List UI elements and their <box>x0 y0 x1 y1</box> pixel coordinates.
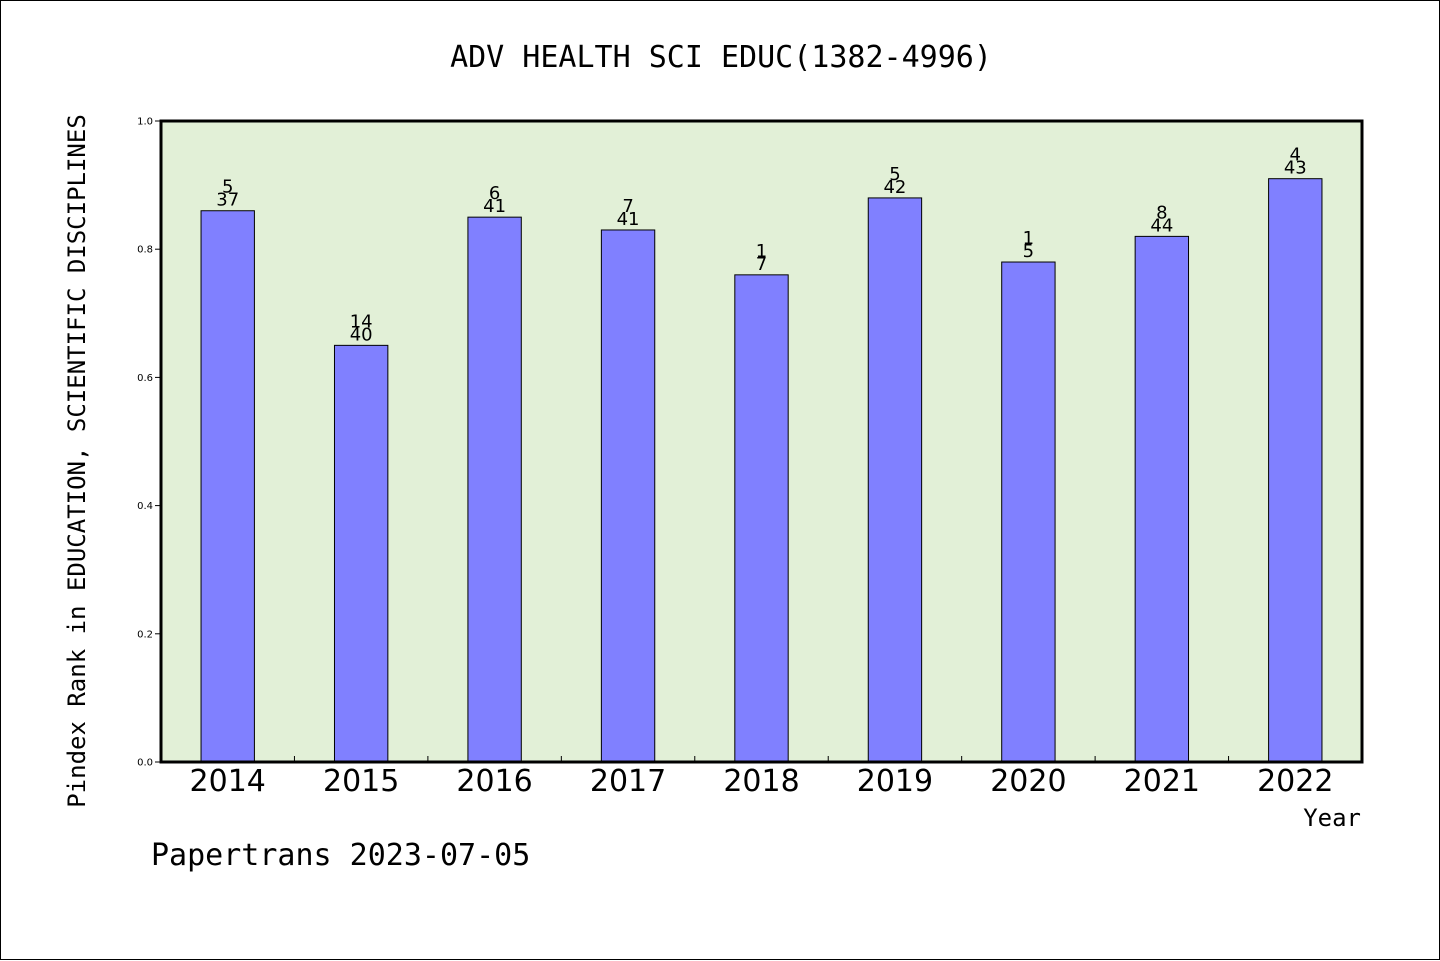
x-tick-label-2018: 2018 <box>723 764 799 799</box>
x-tick-label-2015: 2015 <box>323 764 399 799</box>
bar-total-label-2021: 44 <box>1150 215 1173 236</box>
bar-total-label-2016: 41 <box>483 196 506 217</box>
x-tick-label-2016: 2016 <box>456 764 532 799</box>
x-tick-label-2021: 2021 <box>1124 764 1200 799</box>
chart-title: ADV HEALTH SCI EDUC(1382-4996) <box>450 40 992 75</box>
x-axis-label: Year <box>1303 804 1361 832</box>
bar-rank-label-2021: 8 <box>1156 202 1167 223</box>
bar-total-label-2020: 5 <box>1023 241 1034 262</box>
bar-rank-label-2018: 1 <box>756 241 767 262</box>
x-tick-label-2014: 2014 <box>190 764 266 799</box>
bar-total-label-2014: 37 <box>216 190 239 211</box>
bar-total-label-2018: 7 <box>756 254 767 275</box>
y-axis-label: Pindex Rank in EDUCATION, SCIENTIFIC DIS… <box>63 114 91 808</box>
bar-2018 <box>734 274 789 763</box>
y-tick-label: 0.2 <box>137 629 153 640</box>
y-tick-label: 0.4 <box>137 501 153 512</box>
x-axis: 2014 2015 2016 2017 2018 2019 2020 2021 2022 <box>190 756 1333 799</box>
bar-rank-label-2016: 6 <box>489 183 500 204</box>
plot-frame <box>159 119 1364 764</box>
x-tick-label-2019: 2019 <box>857 764 933 799</box>
bar-2016 <box>467 216 522 763</box>
bar-2014 <box>200 210 255 763</box>
bar-2017 <box>600 229 656 763</box>
bar-total-label-2022: 43 <box>1284 158 1307 179</box>
bar-total-label-2019: 42 <box>883 177 906 198</box>
footer-text: Papertrans 2023-07-05 <box>151 838 530 873</box>
bar-rank-label-2022: 4 <box>1290 145 1301 166</box>
y-tick-label: 1.0 <box>137 117 153 128</box>
bar-2022 <box>1268 178 1323 763</box>
bar-total-label-2017: 41 <box>617 209 640 230</box>
bar-rank-label-2015: 14 <box>350 311 373 332</box>
bar-2019 <box>867 197 923 763</box>
bar-2015 <box>333 344 389 763</box>
y-tick-label: 0.8 <box>137 245 153 256</box>
y-tick-label: 0.0 <box>137 758 153 769</box>
bar-rank-label-2019: 5 <box>889 164 900 185</box>
x-tick-label-2017: 2017 <box>590 764 666 799</box>
x-tick-label-2020: 2020 <box>990 764 1066 799</box>
bar-2020 <box>1001 261 1056 763</box>
bar-2021 <box>1134 235 1190 763</box>
x-tick-label-2022: 2022 <box>1257 764 1333 799</box>
bar-rank-label-2014: 5 <box>222 177 233 198</box>
y-axis: 0.0 0.2 0.4 0.6 0.8 1.0 <box>137 117 161 769</box>
y-tick-label: 0.6 <box>137 373 153 384</box>
bars <box>200 178 1323 763</box>
bar-rank-label-2017: 7 <box>622 196 633 217</box>
bar-rank-label-2020: 1 <box>1023 228 1034 249</box>
bar-total-label-2015: 40 <box>350 324 373 345</box>
